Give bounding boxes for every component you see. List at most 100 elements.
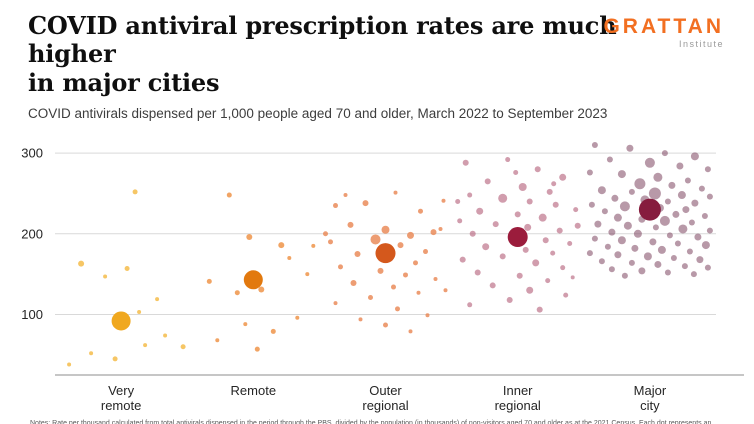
data-point — [407, 231, 414, 239]
data-point — [362, 200, 369, 207]
data-point — [633, 229, 642, 238]
chart: 100 200 300 Very remote Remote Outer regional In… — [0, 123, 754, 417]
data-point — [476, 207, 484, 215]
data-point — [143, 343, 148, 348]
data-point — [678, 224, 688, 234]
data-point — [628, 188, 635, 195]
data-point — [516, 272, 523, 279]
data-point — [621, 272, 628, 279]
data-point — [688, 219, 695, 226]
data-point — [498, 193, 508, 203]
data-point — [381, 225, 390, 234]
data-point — [89, 351, 94, 356]
data-point — [441, 198, 446, 203]
data-point — [155, 297, 160, 302]
data-point — [670, 254, 677, 261]
data-point — [132, 189, 138, 195]
category-label-4: Major city — [634, 383, 667, 413]
data-point — [455, 198, 461, 204]
data-point — [418, 208, 423, 214]
data-point — [234, 290, 240, 296]
data-point — [586, 169, 593, 176]
data-point — [350, 279, 357, 286]
data-point — [506, 296, 513, 303]
data-point — [459, 256, 466, 263]
data-point — [457, 218, 463, 224]
data-point — [163, 333, 168, 338]
data-point — [591, 141, 598, 148]
data-point — [617, 236, 626, 245]
data-point — [370, 234, 381, 245]
data-point — [706, 193, 713, 200]
data-point — [333, 301, 338, 306]
grattan-logo-institute: Institute — [678, 39, 724, 49]
data-point — [215, 338, 220, 343]
page-title-line1: COVID antiviral prescription rates are m… — [28, 11, 617, 69]
data-point — [311, 243, 316, 248]
data-point — [552, 201, 559, 208]
data-point — [674, 240, 681, 247]
data-point — [676, 162, 684, 170]
data-point — [430, 229, 437, 236]
chart-notes: Notes: Rate per thousand calculated from… — [30, 419, 712, 424]
data-point — [425, 313, 430, 318]
data-point — [672, 210, 680, 218]
data-point — [278, 242, 285, 249]
data-point — [287, 255, 292, 260]
data-point — [469, 230, 476, 237]
ytick-label-300: 300 — [21, 146, 43, 161]
data-point — [638, 267, 646, 275]
data-point — [706, 227, 713, 234]
data-point — [423, 248, 428, 254]
data-point — [563, 292, 569, 298]
data-point — [570, 275, 575, 280]
data-point — [467, 302, 473, 308]
data-point — [393, 190, 398, 195]
header: COVID antiviral prescription rates are m… — [0, 0, 754, 121]
data-point — [395, 306, 400, 312]
data-point — [619, 201, 630, 212]
data-point — [677, 190, 686, 199]
data-point — [594, 220, 602, 228]
mean-dot-1 — [243, 270, 263, 290]
data-point — [559, 173, 567, 181]
data-point — [338, 264, 343, 270]
data-point — [606, 156, 613, 163]
data-point — [661, 150, 668, 157]
data-point — [474, 269, 481, 276]
data-point — [701, 241, 710, 250]
data-point — [546, 188, 553, 195]
data-point — [631, 244, 639, 252]
data-point — [701, 212, 708, 219]
data-point — [505, 156, 511, 162]
data-point — [664, 198, 671, 205]
category-label-3: Inner regional — [495, 383, 541, 413]
data-point — [545, 278, 551, 284]
data-point — [295, 315, 300, 320]
data-point — [608, 266, 615, 273]
data-point — [408, 329, 413, 334]
mean-dot-3 — [507, 226, 528, 247]
data-point — [613, 213, 622, 222]
data-point — [226, 192, 232, 198]
data-point — [243, 322, 248, 327]
data-point — [690, 271, 697, 278]
data-point — [649, 238, 657, 246]
data-point — [482, 243, 490, 251]
data-point — [573, 207, 579, 213]
data-point — [597, 186, 606, 195]
data-point — [416, 290, 421, 295]
data-point — [462, 159, 469, 166]
data-point — [522, 246, 529, 253]
data-point — [704, 166, 711, 173]
data-point — [391, 284, 396, 290]
data-point — [377, 267, 384, 274]
data-point — [270, 328, 276, 334]
data-point — [628, 259, 635, 266]
chart-subtitle: COVID antivirals dispensed per 1,000 peo… — [28, 105, 608, 121]
data-point — [484, 178, 491, 185]
data-point — [657, 245, 666, 254]
data-point — [644, 157, 655, 168]
data-point — [614, 251, 622, 259]
